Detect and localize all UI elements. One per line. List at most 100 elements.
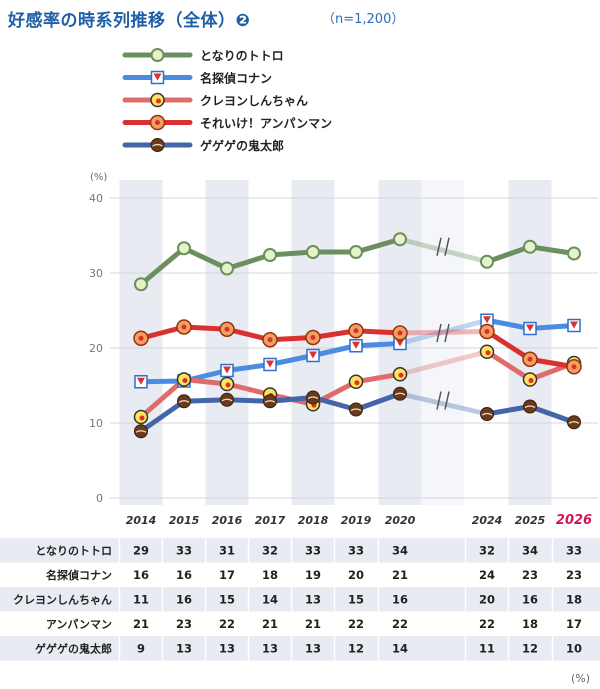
marker-shape — [481, 412, 493, 416]
break-mark — [444, 391, 450, 410]
legend-label: クレヨンしんちゃん — [200, 94, 308, 108]
y-tick-label: 20 — [89, 342, 103, 355]
marker-shape — [152, 143, 163, 147]
data-point — [523, 321, 537, 336]
table-cell: 13 — [262, 641, 278, 655]
data-point — [263, 357, 277, 372]
legend-label: ゲゲゲの鬼太郎 — [200, 138, 284, 153]
marker-shape — [225, 382, 231, 388]
marker-shape — [263, 248, 277, 262]
marker-shape — [309, 351, 317, 359]
table-cell: 17 — [219, 568, 235, 582]
data-point — [522, 372, 538, 387]
marker-shape — [485, 350, 491, 356]
table-cell: 13 — [305, 592, 321, 606]
table-cell: 16 — [176, 568, 192, 582]
table-cell: 16 — [392, 592, 408, 606]
table-cell: 13 — [176, 641, 192, 655]
marker-shape — [352, 341, 360, 349]
data-point — [134, 424, 148, 439]
marker-shape — [480, 254, 494, 269]
data-point — [393, 386, 407, 401]
data-point — [566, 359, 582, 375]
x-tick-label: 2018 — [298, 514, 329, 527]
x-tick-label: 2025 — [515, 514, 546, 527]
table-cell: 21 — [133, 617, 149, 631]
table-cell: 33 — [305, 543, 321, 557]
marker-shape — [267, 337, 273, 343]
table-cell: 19 — [305, 568, 321, 582]
marker-shape — [153, 73, 162, 81]
data-point — [479, 323, 495, 340]
x-tick-label: 2024 — [472, 514, 503, 527]
marker-shape — [177, 241, 191, 256]
table-cell: 34 — [392, 543, 408, 557]
data-point — [348, 374, 364, 389]
data-point — [220, 261, 234, 276]
data-point — [306, 245, 320, 259]
marker-shape — [523, 239, 537, 254]
table-row-band — [0, 587, 600, 612]
marker-shape — [350, 408, 362, 412]
table-cell: 20 — [479, 592, 495, 606]
x-tick-label: 2020 — [385, 514, 416, 527]
data-point — [134, 375, 148, 389]
data-point — [392, 325, 408, 341]
data-point — [306, 348, 320, 363]
table-cell: 14 — [392, 641, 408, 655]
table-cell: 11 — [479, 641, 495, 655]
data-point — [393, 232, 407, 247]
table-cell: 22 — [392, 617, 408, 631]
marker-shape — [567, 246, 581, 261]
table-cell: 21 — [392, 568, 408, 582]
series-gap-line — [397, 236, 490, 265]
break-mark — [436, 323, 442, 343]
data-point — [567, 415, 581, 430]
marker-shape — [483, 316, 491, 324]
series-gap-line — [397, 329, 490, 336]
marker-shape — [223, 366, 231, 374]
data-point — [133, 330, 149, 346]
data-point — [480, 407, 494, 421]
data-point — [176, 319, 192, 335]
table-cell: 13 — [305, 641, 321, 655]
marker-shape — [306, 245, 320, 259]
table-cell: 23 — [566, 568, 582, 582]
data-point — [177, 241, 191, 256]
data-point — [263, 394, 277, 409]
table-cell: 33 — [176, 543, 192, 557]
data-point — [479, 344, 495, 359]
marker-shape — [134, 277, 148, 292]
chart-subtitle: （n=1,200） — [322, 12, 405, 27]
marker-shape — [398, 372, 404, 378]
table-row-label: ゲゲゲの鬼太郎 — [35, 641, 112, 655]
data-point — [150, 70, 165, 85]
marker-shape — [524, 405, 536, 409]
table-cell: 31 — [219, 543, 235, 557]
marker-shape — [570, 321, 578, 329]
x-tick-label: 2026 — [556, 513, 592, 528]
data-point — [349, 245, 363, 259]
table-cell: 12 — [522, 641, 538, 655]
marker-shape — [397, 330, 403, 336]
marker-shape — [354, 380, 360, 386]
marker-shape — [393, 232, 407, 247]
data-point — [348, 323, 364, 339]
marker-shape — [221, 398, 233, 402]
table-cell: 23 — [176, 617, 192, 631]
data-point — [392, 367, 408, 382]
data-point — [349, 402, 363, 417]
data-point — [150, 138, 165, 152]
legend-label: 名探偵コナン — [200, 71, 272, 86]
table-cell: 18 — [522, 617, 538, 631]
data-point — [305, 329, 321, 346]
y-tick-label: 30 — [89, 267, 103, 280]
table-cell: 33 — [566, 543, 582, 557]
data-point — [150, 48, 165, 62]
table-cell: 11 — [133, 592, 149, 606]
marker-shape — [155, 120, 160, 125]
x-tick-label: 2014 — [126, 514, 157, 527]
marker-shape — [484, 329, 490, 334]
table-cell: 12 — [348, 641, 364, 655]
